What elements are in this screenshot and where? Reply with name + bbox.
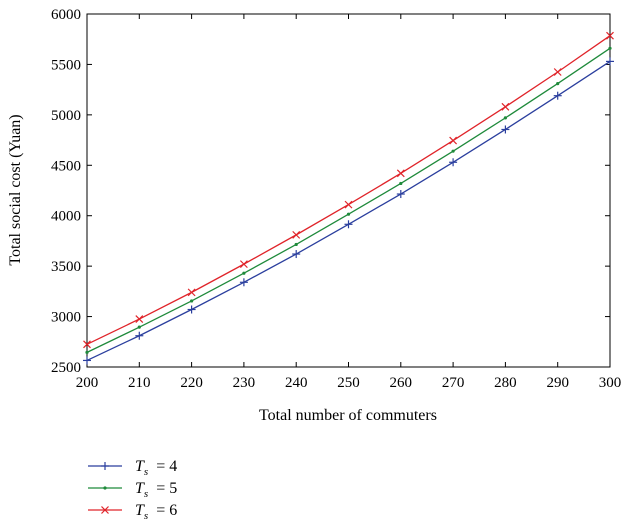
- data-point: [346, 212, 351, 216]
- series-line: [86, 60, 611, 362]
- data-point: [399, 181, 403, 186]
- data-point: [239, 260, 248, 269]
- series-3: [83, 31, 614, 349]
- legend-marker: [103, 486, 107, 490]
- x-tick-label: 280: [494, 375, 517, 391]
- data-point: [187, 305, 196, 314]
- y-tick-label: 3000: [51, 310, 81, 326]
- data-point: [606, 31, 614, 40]
- data-point: [83, 340, 91, 349]
- data-point: [292, 250, 301, 259]
- y-tick-label: 2500: [51, 360, 81, 376]
- x-tick-label: 210: [128, 375, 151, 391]
- data-point: [556, 81, 560, 86]
- data-point: [294, 242, 298, 247]
- series-line: [86, 47, 611, 353]
- data-point: [344, 200, 353, 209]
- data-point: [449, 136, 458, 145]
- data-point: [292, 230, 301, 239]
- data-point: [239, 278, 248, 287]
- data-point: [344, 220, 353, 229]
- data-point: [190, 299, 194, 303]
- data-point: [606, 57, 614, 66]
- x-tick-label: 270: [442, 375, 465, 391]
- legend-label: Ts = 4: [135, 458, 177, 478]
- legend-marker: [101, 506, 109, 514]
- x-tick-label: 230: [233, 375, 256, 391]
- y-tick-label: 4500: [51, 158, 81, 174]
- y-tick-label: 3500: [51, 259, 81, 275]
- x-axis-label: Total number of commuters: [259, 407, 437, 424]
- data-point: [501, 102, 510, 111]
- data-point: [396, 190, 405, 199]
- data-point: [501, 125, 510, 134]
- data-point: [451, 149, 455, 153]
- series-1: [83, 57, 614, 365]
- data-point: [503, 116, 507, 120]
- legend-item: Ts = 6: [88, 502, 177, 522]
- series-layer: [83, 31, 614, 365]
- series-line: [86, 35, 611, 345]
- y-tick-label: 6000: [51, 7, 81, 23]
- data-point: [396, 169, 405, 178]
- y-tick-label: 5500: [51, 57, 81, 73]
- y-axis-label: Total social cost (Yuan): [7, 114, 24, 265]
- x-tick-label: 300: [599, 375, 622, 391]
- legend-marker: [101, 462, 109, 470]
- x-tick-label: 200: [76, 375, 99, 391]
- x-tick-label: 250: [337, 375, 360, 391]
- y-tick-label: 5000: [51, 108, 81, 124]
- legend-item: Ts = 5: [88, 480, 177, 500]
- data-point: [135, 331, 144, 340]
- data-point: [85, 350, 89, 354]
- data-point: [135, 315, 144, 324]
- y-tick-label: 4000: [51, 209, 81, 225]
- data-point: [242, 271, 246, 275]
- x-tick-label: 260: [390, 375, 413, 391]
- x-tick-label: 240: [285, 375, 308, 391]
- legend-label: Ts = 5: [135, 480, 177, 500]
- legend-label: Ts = 6: [135, 502, 177, 522]
- axis-ticks: 200 210 220 230 240 250 260 270 280 290 300 2500 300…: [51, 7, 621, 391]
- data-point: [608, 46, 612, 50]
- data-point: [449, 158, 458, 167]
- data-point: [187, 288, 196, 297]
- x-tick-label: 290: [546, 375, 569, 391]
- legend: Ts = 4Ts = 5Ts = 6: [88, 458, 177, 522]
- data-point: [137, 325, 141, 329]
- legend-item: Ts = 4: [88, 458, 177, 478]
- data-point: [83, 356, 91, 365]
- data-point: [553, 91, 562, 100]
- data-point: [553, 68, 562, 76]
- series-2: [85, 46, 612, 354]
- x-tick-label: 220: [180, 375, 203, 391]
